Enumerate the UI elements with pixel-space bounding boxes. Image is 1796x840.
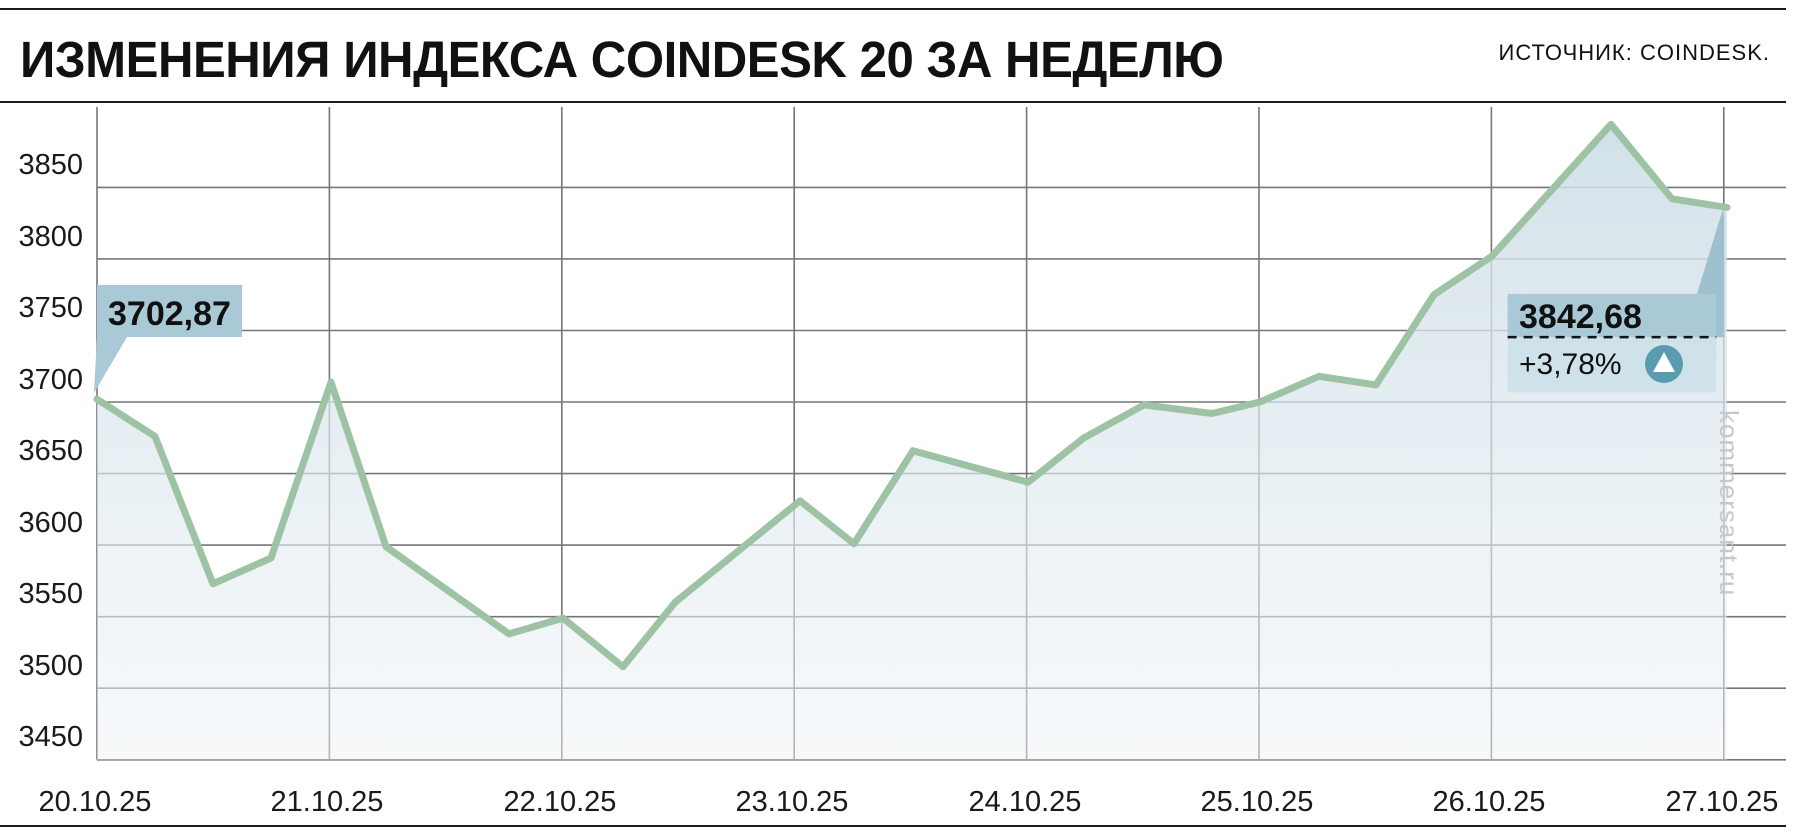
svg-text:+3,78%: +3,78%: [1519, 348, 1622, 381]
svg-text:3842,68: 3842,68: [1519, 298, 1642, 336]
svg-text:3702,87: 3702,87: [108, 295, 231, 333]
